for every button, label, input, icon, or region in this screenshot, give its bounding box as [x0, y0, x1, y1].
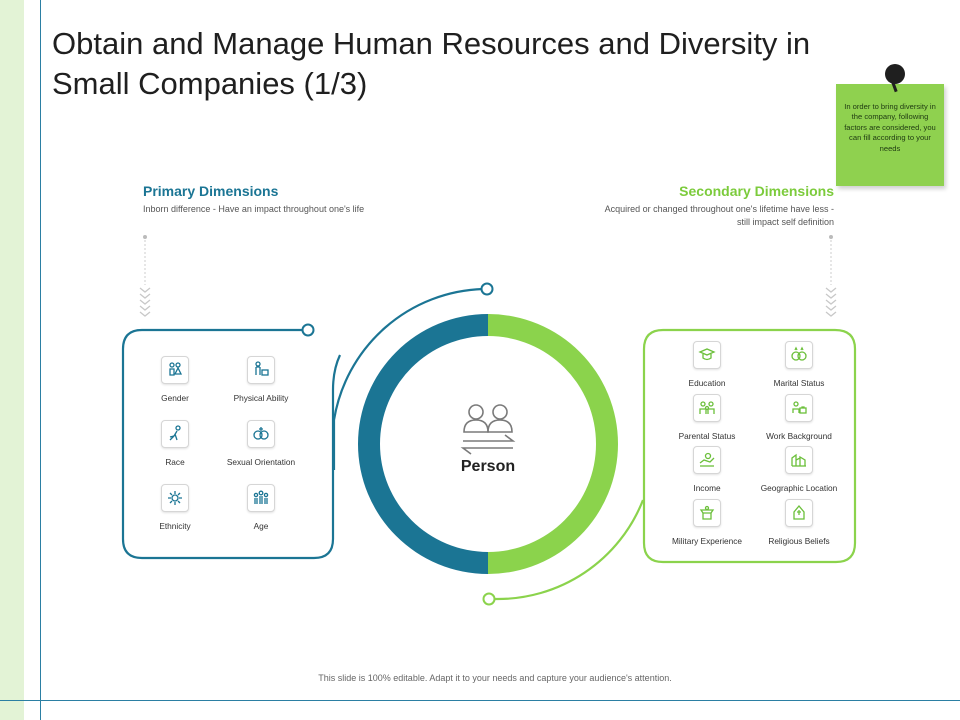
education-icon	[693, 341, 721, 369]
work-background-icon	[785, 394, 813, 422]
physical-ability-icon	[247, 356, 275, 384]
ethnicity-icon	[161, 484, 189, 512]
secondary-item-geographic-location: Geographic Location	[744, 446, 854, 493]
race-icon	[161, 420, 189, 448]
secondary-item-income: Income	[652, 446, 762, 493]
green-arc-node	[482, 592, 496, 606]
secondary-item-parental-status: Parental Status	[652, 394, 762, 441]
primary-item-gender: Gender	[120, 356, 230, 403]
primary-box-outline	[121, 328, 341, 560]
primary-item-age: Age	[206, 484, 316, 531]
secondary-item-military-experience: Military Experience	[652, 499, 762, 546]
primary-item-physical-ability: Physical Ability	[206, 356, 316, 403]
sticky-note: In order to bring diversity in the compa…	[836, 84, 944, 186]
secondary-box-outline	[642, 328, 857, 564]
green-outer-arc	[494, 499, 645, 601]
secondary-item-education: Education	[652, 341, 762, 388]
secondary-item-work-background: Work Background	[744, 394, 854, 441]
ring-green-half	[488, 314, 618, 574]
primary-item-ethnicity: Ethnicity	[120, 484, 230, 531]
age-icon	[247, 484, 275, 512]
military-experience-icon	[693, 499, 721, 527]
footer-note: This slide is 100% editable. Adapt it to…	[318, 673, 672, 683]
ring-teal-half	[358, 314, 488, 574]
primary-box-node	[301, 323, 315, 337]
connector-dot-right	[829, 235, 833, 239]
marital-status-icon	[785, 341, 813, 369]
primary-item-race: Race	[120, 420, 230, 467]
left-divider-line	[40, 0, 41, 720]
left-accent-band	[0, 0, 24, 720]
teal-outer-arc	[332, 287, 484, 421]
secondary-dimensions-description: Acquired or changed throughout one's lif…	[604, 204, 834, 227]
primary-item-sexual-orientation: Sexual Orientation	[206, 420, 316, 467]
secondary-item-marital-status: Marital Status	[744, 341, 854, 388]
teal-arc-node	[480, 282, 494, 296]
geographic-location-icon	[785, 446, 813, 474]
secondary-dimensions-title: Secondary Dimensions	[679, 183, 834, 199]
secondary-item-religious-beliefs: Religious Beliefs	[744, 499, 854, 546]
income-icon	[693, 446, 721, 474]
primary-dimensions-description: Inborn difference - Have an impact throu…	[143, 204, 365, 214]
bottom-divider-line	[0, 700, 960, 701]
chevrons-down-icon-left	[139, 287, 151, 317]
parental-status-icon	[693, 394, 721, 422]
pin-icon	[885, 64, 905, 84]
sticky-note-text: In order to bring diversity in the compa…	[844, 102, 936, 153]
religious-beliefs-icon	[785, 499, 813, 527]
people-exchange-icon	[460, 404, 516, 455]
slide-title: Obtain and Manage Human Resources and Di…	[52, 26, 811, 101]
chevrons-down-icon-right	[825, 287, 837, 317]
connector-dot-left	[143, 235, 147, 239]
sexual-orientation-icon	[247, 420, 275, 448]
primary-dimensions-title: Primary Dimensions	[143, 183, 279, 199]
gender-icon	[161, 356, 189, 384]
person-label: Person	[460, 458, 516, 475]
